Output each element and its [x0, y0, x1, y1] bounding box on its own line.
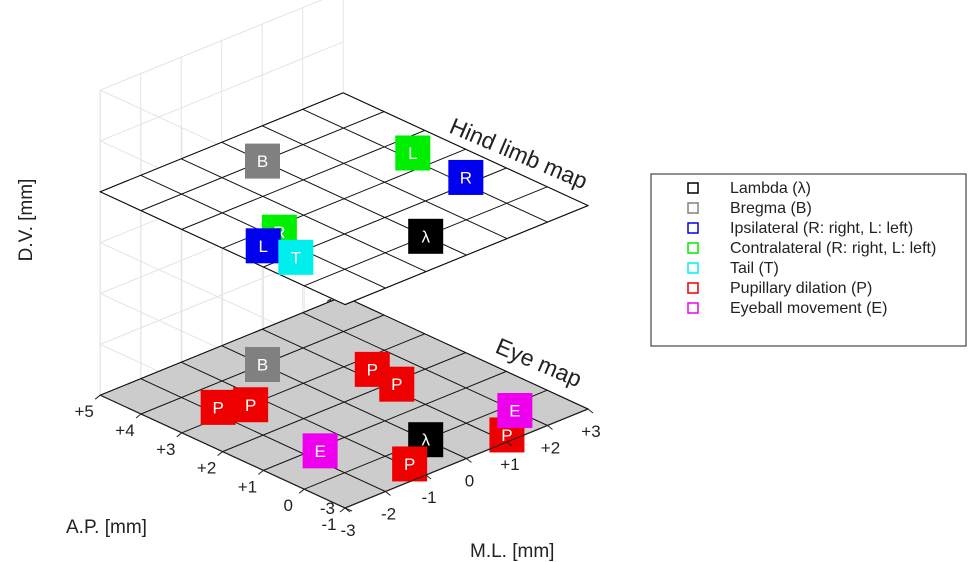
ap-tick: [95, 395, 100, 399]
dv-axis-label: D.V. [mm]: [16, 179, 37, 262]
ap-tick: [218, 452, 223, 456]
marker-letter: R: [460, 168, 472, 187]
legend-label-bregma: Bregma (B): [730, 200, 812, 217]
marker-letter: B: [257, 152, 268, 171]
marker-letter: P: [391, 375, 402, 394]
marker-letter: P: [404, 455, 415, 474]
marker-letter: λ: [421, 227, 430, 246]
ml-tick: [548, 426, 553, 430]
ap-tick-label: +1: [238, 477, 257, 496]
ap-axis-label: A.P. [mm]: [66, 517, 147, 538]
marker-letter: L: [408, 144, 417, 163]
ap-tick-label: 0: [283, 496, 292, 515]
ap-tick-label: +4: [115, 421, 134, 440]
legend-label-tail: Tail (T): [730, 260, 779, 277]
ap-tick: [177, 433, 182, 437]
ml-tick-label: -1: [421, 488, 436, 507]
hind-limb-map-plane: [100, 93, 588, 305]
ap-tick-label: +3: [156, 440, 175, 459]
marker-letter: B: [257, 356, 268, 375]
ap-tick-label: -1: [321, 515, 336, 534]
ap-tick: [136, 414, 141, 418]
ap-tick: [340, 508, 345, 512]
ml-tick: [467, 459, 472, 463]
ap-tick: [299, 489, 304, 493]
marker-letter: P: [212, 398, 223, 417]
legend-label-lambda: Lambda (λ): [730, 180, 811, 197]
ml-tick: [588, 409, 593, 413]
ap-tick-label: +5: [75, 402, 94, 421]
legend-label-eye: Eyeball movement (E): [730, 300, 887, 317]
ml-tick-label: 0: [465, 472, 474, 491]
ml-tick-label: +3: [581, 422, 600, 441]
ml-tick-label: -3: [340, 521, 355, 540]
legend: Lambda (λ) Bregma (B) Ipsilateral (R: righ…: [651, 174, 966, 346]
ml-tick: [386, 492, 391, 496]
legend-label-contra: Contralateral (R: right, L: left): [730, 240, 936, 257]
marker-letter: P: [367, 360, 378, 379]
ml-tick-label: -2: [381, 505, 396, 524]
ap-tick: [258, 470, 263, 474]
ml-tick-label: +1: [500, 455, 519, 474]
marker-letter: T: [291, 248, 301, 267]
marker-letter: L: [258, 237, 267, 256]
ap-tick-label: +2: [197, 459, 216, 478]
marker-letter: E: [314, 442, 325, 461]
ml-tick-label: +2: [541, 439, 560, 458]
legend-label-pupil: Pupillary dilation (P): [730, 280, 872, 297]
marker-letter: E: [509, 401, 520, 420]
ml-axis-label: M.L. [mm]: [470, 541, 554, 562]
marker-letter: P: [245, 396, 256, 415]
legend-label-ipsi: Ipsilateral (R: right, L: left): [730, 220, 913, 237]
